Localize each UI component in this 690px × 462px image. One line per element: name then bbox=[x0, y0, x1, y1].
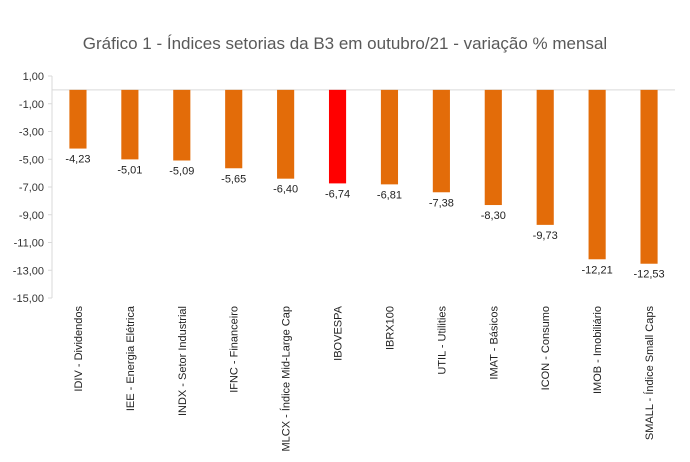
x-tick-label: IMOB - Imobiliário bbox=[592, 306, 604, 394]
y-tick-label: -1,00 bbox=[19, 99, 44, 111]
bar bbox=[588, 89, 606, 260]
x-tick-label: IMAT - Básicos bbox=[488, 306, 500, 380]
bar bbox=[432, 89, 450, 193]
data-label: -5,01 bbox=[117, 164, 142, 176]
data-label: -6,81 bbox=[377, 189, 402, 201]
data-label: -12,21 bbox=[582, 264, 613, 276]
x-tick-label: INDX - Setor Industrial bbox=[177, 306, 189, 416]
bar bbox=[225, 89, 243, 169]
x-tick-label: IDIV - Dividendos bbox=[73, 306, 85, 392]
y-tick-label: -13,00 bbox=[13, 265, 44, 277]
bar bbox=[69, 89, 87, 149]
data-label: -12,53 bbox=[633, 269, 664, 281]
bar bbox=[173, 89, 191, 161]
data-label: -5,65 bbox=[221, 173, 246, 185]
x-tick-label: IBOVESPA bbox=[333, 305, 345, 360]
data-label: -6,74 bbox=[325, 188, 350, 200]
bar bbox=[121, 89, 139, 160]
bar bbox=[328, 89, 347, 184]
x-tick-label: ICON - Consumo bbox=[540, 306, 552, 390]
data-label: -7,38 bbox=[429, 197, 454, 209]
x-tick-label: SMALL - Índice Small Caps bbox=[643, 306, 656, 441]
y-tick-label: -15,00 bbox=[13, 293, 44, 305]
x-tick-label: IFNC - Financeiro bbox=[229, 306, 241, 393]
y-tick-label: -3,00 bbox=[19, 127, 44, 139]
y-tick-label: -11,00 bbox=[14, 238, 44, 250]
chart-title: Gráfico 1 - Índices setorias da B3 em ou… bbox=[82, 34, 608, 53]
x-tick-label: UTIL - Utilities bbox=[436, 306, 448, 375]
data-label: -6,40 bbox=[273, 184, 298, 196]
y-tick-label: -5,00 bbox=[19, 154, 44, 166]
bar bbox=[380, 89, 399, 185]
bar bbox=[640, 89, 658, 264]
bar bbox=[484, 89, 502, 206]
bar bbox=[277, 89, 295, 179]
data-label: -4,23 bbox=[65, 154, 90, 166]
x-tick-label: IBRX100 bbox=[384, 306, 396, 350]
bar bbox=[536, 89, 554, 225]
x-tick-label: IEE - Energia Elétrica bbox=[125, 305, 137, 411]
data-label: -9,73 bbox=[533, 230, 558, 242]
y-tick-label: -9,00 bbox=[19, 210, 44, 222]
data-label: -5,09 bbox=[169, 165, 194, 177]
y-tick-label: 1,00 bbox=[23, 71, 44, 83]
y-tick-label: -7,00 bbox=[19, 182, 44, 194]
x-tick-label: MLCX - Índice Mid-Large Cap bbox=[280, 306, 293, 452]
data-label: -8,30 bbox=[481, 210, 506, 222]
